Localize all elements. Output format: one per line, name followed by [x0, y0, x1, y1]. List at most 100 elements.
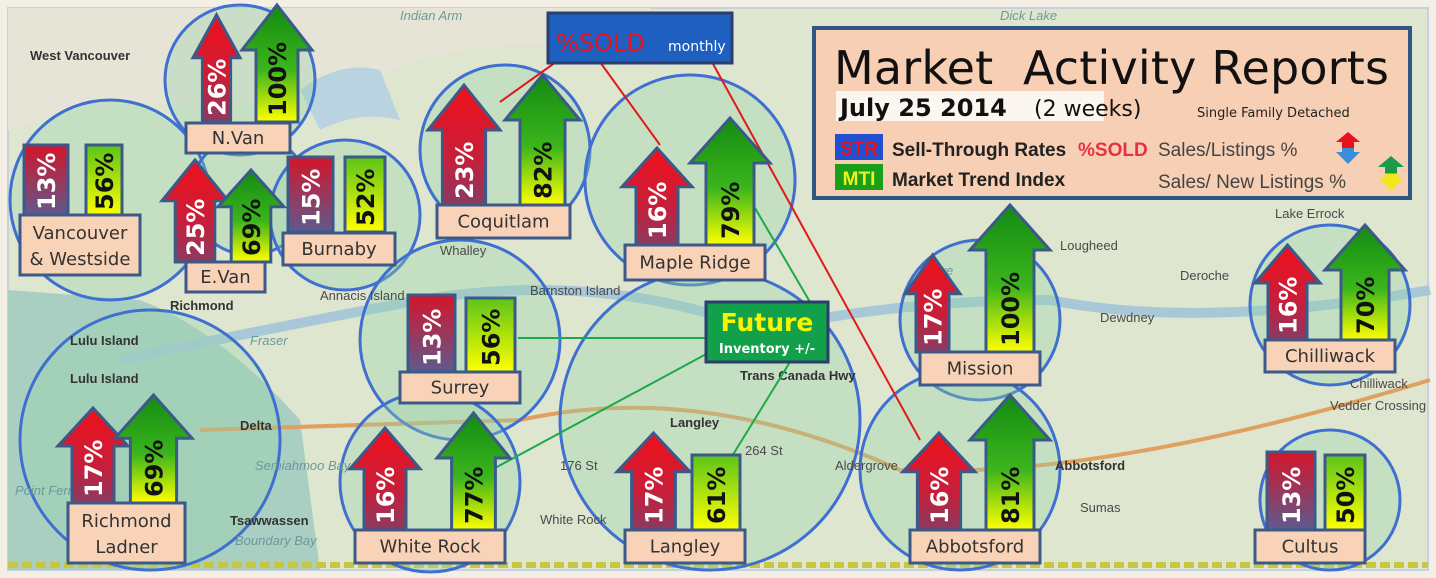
region-coquitlam: 23% 82% Coquitlam	[424, 72, 584, 240]
str-value: 23%	[451, 142, 479, 199]
str-bar	[406, 293, 457, 374]
region-label-box	[623, 243, 767, 282]
mti-bar	[343, 155, 387, 234]
str-value: 25%	[182, 199, 210, 256]
region-langley: 17% 61% Langley	[613, 430, 747, 565]
region-label-box	[623, 528, 747, 565]
str-value: 13%	[33, 153, 61, 210]
map-label: Semiahmoo Bay	[255, 458, 352, 473]
region-mission: 17% 100% Mission	[902, 202, 1054, 387]
map-label: Barnston Island	[530, 283, 620, 298]
str-value: 16%	[644, 182, 672, 239]
map-label: 264 St	[745, 443, 783, 458]
str-up-down-icon	[1336, 132, 1360, 164]
map-label: Chilliwack	[1350, 376, 1408, 391]
str-value: 16%	[926, 467, 954, 524]
region-name: Burnaby	[301, 239, 377, 260]
map-label: Lougheed	[1060, 238, 1118, 253]
region-name: Richmond	[81, 511, 171, 532]
region-name: Langley	[650, 537, 721, 558]
region-label-box	[184, 260, 267, 294]
future-inventory-callout: Future Inventory +/-	[704, 300, 830, 364]
region-name: Abbotsford	[926, 537, 1024, 558]
str-value: 13%	[419, 309, 447, 366]
map-label: Langley	[670, 415, 720, 430]
mti-value: 61%	[703, 467, 731, 524]
future-callout-main: Future	[721, 308, 814, 337]
map-label: Lulu Island	[70, 371, 139, 386]
region-label-box	[353, 528, 507, 565]
region-name: & Westside	[30, 249, 131, 270]
region-label-box	[184, 121, 292, 155]
region-name: E.Van	[200, 267, 250, 288]
mti-bar	[690, 453, 742, 532]
region-name: White Rock	[379, 537, 481, 558]
region-label-box	[281, 231, 397, 267]
str-badge-text: STR	[840, 139, 878, 160]
map-place-labels: West Vancouver Indian Arm Dick Lake Richmon…	[15, 8, 1426, 548]
map-label: Lake Errock	[1275, 206, 1345, 221]
region-richmond-ladner: 17% 69% Richmond Ladner	[54, 392, 196, 565]
sold-callout-sub: monthly	[668, 39, 726, 55]
mti-up-down-icon	[1378, 156, 1404, 191]
str-name: Sell-Through Rates	[892, 140, 1066, 161]
region-label-box	[1253, 528, 1367, 565]
mti-value: 50%	[1332, 467, 1360, 524]
map-label: Lulu Island	[70, 333, 139, 348]
str-value: 13%	[1278, 467, 1306, 524]
region-name: Coquitlam	[457, 212, 549, 233]
sold-connector-coquitlam	[499, 61, 557, 103]
future-connector-maple-ridge	[754, 207, 811, 303]
str-value: 16%	[372, 467, 400, 524]
str-sold: %SOLD	[1078, 140, 1148, 161]
future-connector-white-rock	[494, 351, 711, 469]
mti-badge-text: MTI	[843, 169, 876, 190]
sold-connectors	[499, 61, 921, 441]
legend-date: July 25 2014	[838, 94, 1007, 122]
region-label-box	[908, 528, 1042, 565]
mti-formula: Sales/ New Listings %	[1158, 172, 1346, 193]
region-e-van: 25% 69% E.Van	[158, 157, 288, 294]
region-name: Ladner	[95, 537, 158, 558]
map-label: Delta	[240, 418, 273, 433]
mti-bar	[84, 143, 124, 218]
map-label: Indian Arm	[400, 8, 463, 23]
map-label: Annacis Island	[320, 288, 405, 303]
map-label: White Rock	[540, 512, 607, 527]
region-cultus: 13% 50% Cultus	[1253, 450, 1367, 565]
str-bar	[1265, 450, 1317, 532]
region-name: Surrey	[431, 378, 490, 399]
str-value: 17%	[641, 467, 669, 524]
map-label: Whalley	[440, 243, 487, 258]
region-name: Mission	[947, 359, 1014, 380]
mti-value: 70%	[1352, 277, 1380, 334]
map-label: Boundary Bay	[235, 533, 318, 548]
region-label-box	[398, 370, 522, 405]
map-label: Deroche	[1180, 268, 1229, 283]
map-label: Sumas	[1080, 500, 1121, 515]
map-label: Dick Lake	[1000, 8, 1057, 23]
str-value: 15%	[298, 169, 326, 226]
mti-value: 52%	[352, 169, 380, 226]
str-bar	[22, 143, 70, 218]
region-white-rock: 16% 77% White Rock	[346, 410, 514, 565]
map-label: Dewdney	[1100, 310, 1155, 325]
map-label: Aldergrove	[835, 458, 898, 473]
sold-callout-main: %SOLD	[556, 29, 645, 57]
str-value: 17%	[920, 289, 948, 346]
region-surrey: 13% 56% Surrey	[398, 293, 522, 405]
region-label-box	[1263, 338, 1397, 374]
str-badge	[835, 134, 883, 160]
mti-value: 82%	[530, 142, 558, 199]
legend-panel: Market Activity Reports July 25 2014 (2 …	[812, 26, 1412, 200]
map-label: West Vancouver	[30, 48, 130, 63]
mti-value: 69%	[141, 440, 169, 497]
region-vancouver-westside: 13% 56% Vancouver & Westside	[18, 143, 142, 277]
map-label: Fraser	[250, 333, 288, 348]
sold-monthly-callout: %SOLD monthly	[546, 11, 734, 65]
region-n-van: 26% 100% N.Van	[184, 2, 316, 155]
map-label: Vedder Crossing	[1330, 398, 1426, 413]
region-name: Vancouver	[33, 223, 128, 244]
mti-value: 77%	[461, 467, 489, 524]
